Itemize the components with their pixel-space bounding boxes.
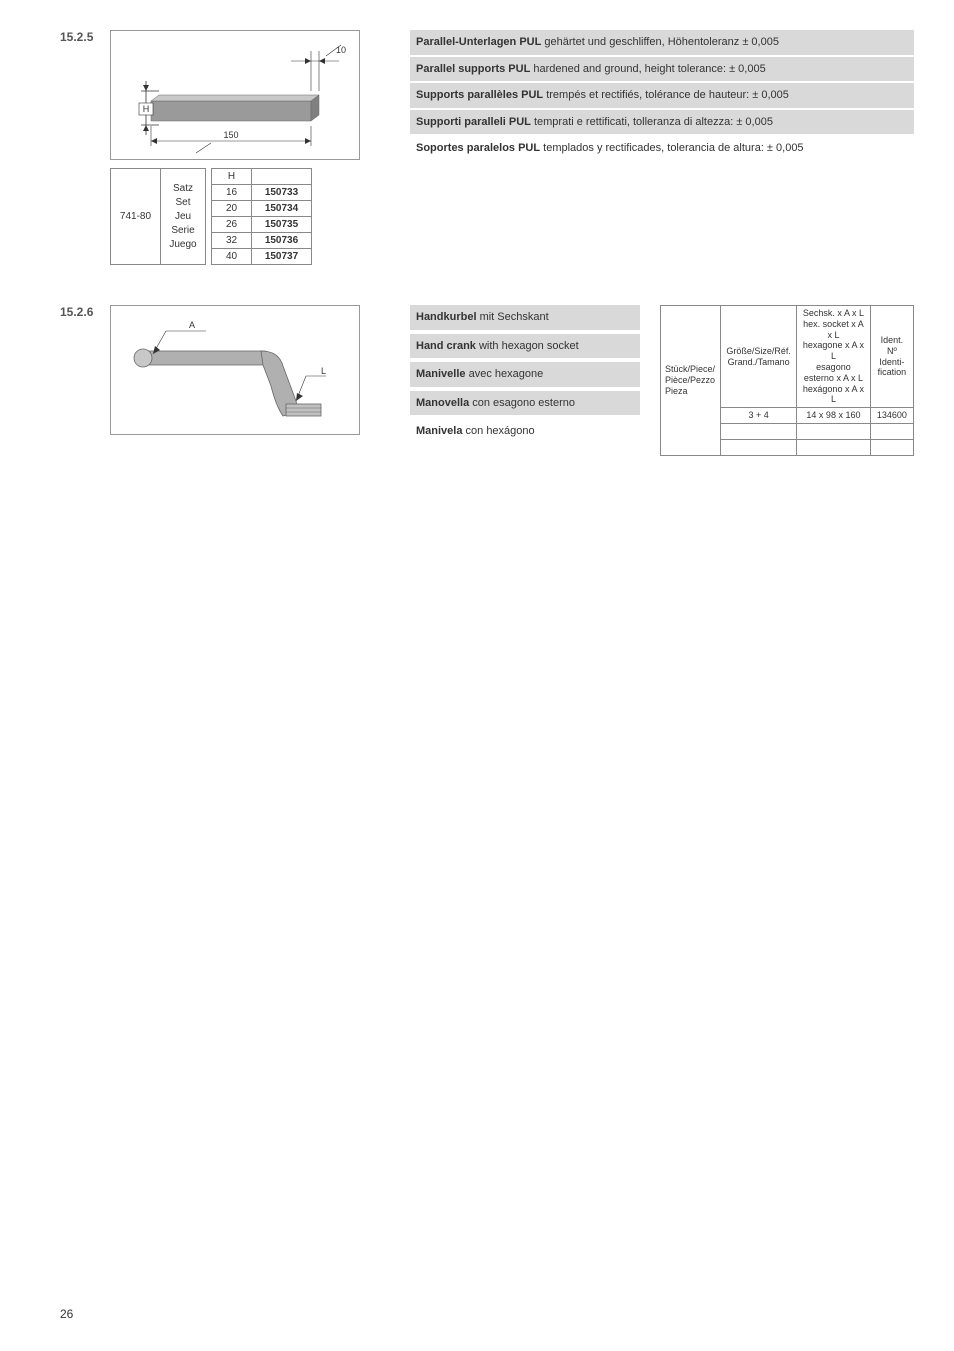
row-label-cell: Stück/Piece/ Pièce/Pezzo Pieza — [661, 306, 721, 456]
hand-crank-diagram: A L — [110, 305, 360, 435]
desc-de: Handkurbel mit Sechskant — [410, 305, 640, 330]
hc-descriptions: Handkurbel mit Sechskant Hand crank with… — [410, 305, 640, 448]
desc-en: Hand crank with hexagon socket — [410, 334, 640, 359]
dim-10-label: 10 — [336, 45, 346, 55]
right-column: Parallel-Unterlagen PUL gehärtet und ges… — [390, 30, 914, 265]
desc-es: Manivela con hexágono — [410, 419, 640, 444]
hand-crank-table: Stück/Piece/ Pièce/Pezzo Pieza Größe/Siz… — [660, 305, 914, 456]
desc-fr: Manivelle avec hexagone — [410, 362, 640, 387]
desc-en: Parallel supports PUL hardened and groun… — [410, 57, 914, 82]
parallel-support-table: 741-80 Satz Set Jeu Serie Juego H 161507… — [110, 168, 312, 265]
desc-it: Manovella con esagono esterno — [410, 391, 640, 416]
section-15-2-6: 15.2.6 A — [60, 305, 914, 456]
right-column: Handkurbel mit Sechskant Hand crank with… — [390, 305, 914, 456]
parallel-support-diagram: H 10 150 — [110, 30, 360, 160]
dim-a-label: A — [189, 320, 195, 330]
dim-l-label: L — [321, 366, 326, 376]
left-column: H 10 150 741-80 — [110, 30, 390, 265]
desc-de: Parallel-Unterlagen PUL gehärtet und ges… — [410, 30, 914, 55]
desc-es: Soportes paralelos PUL templados y recti… — [410, 136, 914, 161]
col1-header: Größe/Size/Réf. Grand./Tamano — [721, 306, 797, 408]
dim-h-label: H — [143, 104, 150, 114]
header-blank — [252, 169, 312, 185]
header-h: H — [212, 169, 252, 185]
dim-150-label: 150 — [223, 130, 238, 140]
section-15-2-5: 15.2.5 H 10 — [60, 30, 914, 265]
desc-fr: Supports parallèles PUL trempés et recti… — [410, 83, 914, 108]
col2-header: Sechsk. x A x L hex. socket x A x L hexa… — [797, 306, 871, 408]
desc-it: Supporti paralleli PUL temprati e rettif… — [410, 110, 914, 135]
model-cell: 741-80 — [111, 169, 161, 265]
section-number: 15.2.6 — [60, 305, 110, 456]
set-labels-cell: Satz Set Jeu Serie Juego — [161, 169, 206, 265]
left-column: A L — [110, 305, 390, 456]
page-number: 26 — [60, 1307, 73, 1321]
col3-header: Ident. Nº Identi- fication — [870, 306, 913, 408]
section-number: 15.2.5 — [60, 30, 110, 265]
